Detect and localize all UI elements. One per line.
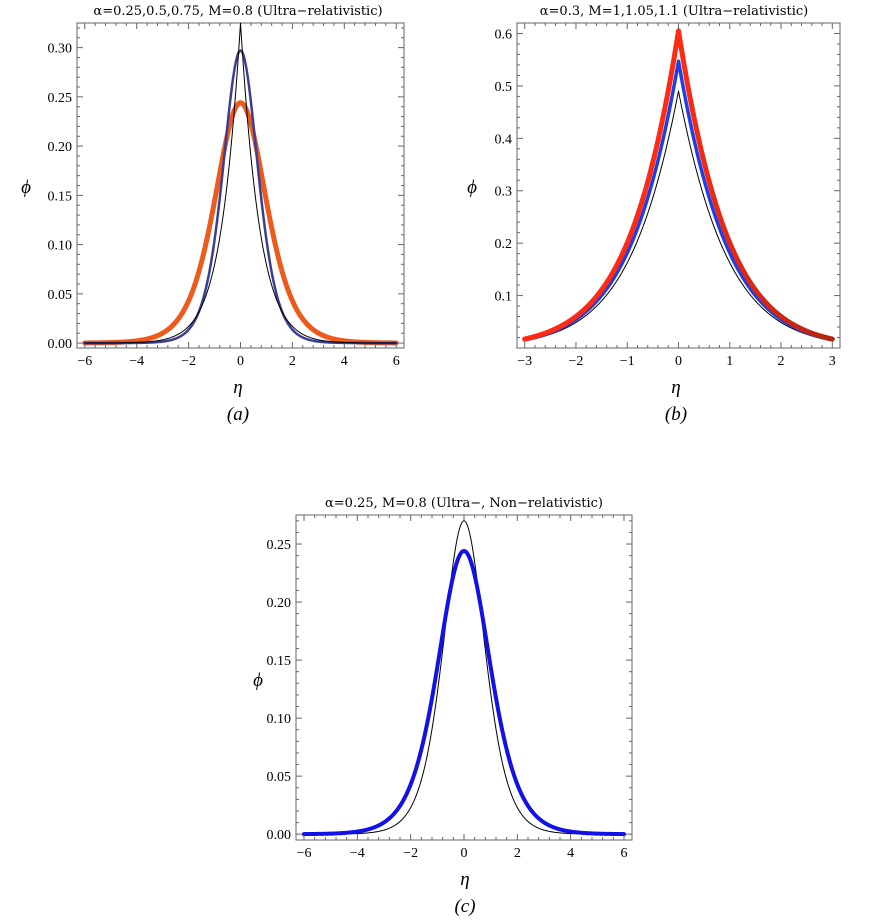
chart-title-b: α=0.3, M=1,1.05,1.1 (Ultra−relativistic) (540, 4, 808, 19)
plot-frame-c (295, 514, 633, 841)
series-line (522, 28, 835, 342)
y-tick-label: 0.30 (48, 42, 73, 57)
x-axis-label-c: η (460, 869, 469, 890)
series-line (82, 100, 399, 346)
caption-a: (a) (227, 404, 249, 425)
chart-title-a: α=0.25,0.5,0.75, M=0.8 (Ultra−relativist… (93, 4, 382, 19)
y-tick-label: 0.05 (48, 288, 73, 303)
plot-frame-a (76, 22, 405, 349)
x-tick-label: −1 (620, 354, 635, 369)
x-tick-label: −3 (517, 354, 532, 369)
series-line (522, 59, 835, 342)
series-lines-b (522, 28, 835, 342)
y-tick-label: 0.00 (267, 828, 292, 843)
x-tick-label: −4 (129, 354, 144, 369)
y-axis-label-c: ϕ (253, 670, 263, 691)
caption-c: (c) (454, 896, 475, 917)
y-tick-label: 0.20 (48, 140, 73, 155)
y-tick-label: 0.1 (495, 290, 513, 305)
ticks-c: −6 −4 −2 0 2 4 6 0.00 0.05 0.10 0.15 0.20 0.25 (267, 515, 632, 861)
x-tick-label: 2 (514, 846, 521, 861)
y-tick-label: 0.10 (48, 239, 73, 254)
series-line (303, 520, 625, 835)
x-tick-label: 1 (726, 354, 733, 369)
x-tick-label: −6 (77, 354, 92, 369)
series-lines-c (302, 520, 626, 837)
chart-panel-c: α=0.25, M=0.8 (Ultra−, Non−relativistic)… (253, 496, 633, 917)
y-tick-label: 0.25 (267, 538, 292, 553)
x-tick-label: 0 (675, 354, 682, 369)
x-tick-label: 6 (393, 354, 400, 369)
y-tick-label: 0.25 (48, 91, 73, 106)
y-tick-label: 0.3 (495, 185, 513, 200)
series-line (84, 22, 397, 344)
x-tick-label: −2 (569, 354, 584, 369)
x-axis-label-a: η (233, 377, 242, 398)
y-axis-label-b: ϕ (467, 177, 477, 198)
plot-frame-b (516, 22, 841, 349)
x-tick-label: 4 (567, 846, 574, 861)
chart-panel-a: α=0.25,0.5,0.75, M=0.8 (Ultra−relativist… (21, 4, 405, 425)
series-lines-a (82, 22, 399, 346)
y-tick-label: 0.00 (48, 337, 73, 352)
x-axis-label-b: η (671, 377, 680, 398)
y-tick-label: 0.5 (495, 80, 513, 95)
series-line (524, 90, 833, 342)
y-tick-label: 0.05 (267, 770, 292, 785)
chart-title-c: α=0.25, M=0.8 (Ultra−, Non−relativistic) (325, 496, 603, 511)
y-tick-label: 0.10 (267, 712, 292, 727)
chart-panel-b: α=0.3, M=1,1.05,1.1 (Ultra−relativistic)… (467, 4, 841, 425)
x-tick-label: −4 (350, 846, 365, 861)
ticks-a: −6 −4 −2 0 2 4 6 0.00 0.05 0.10 0.15 0.20 0.25 0.30 (48, 23, 404, 369)
y-axis-label-a: ϕ (21, 177, 31, 198)
series-line (83, 49, 398, 345)
caption-b: (b) (665, 404, 687, 425)
y-tick-label: 0.15 (48, 189, 73, 204)
x-tick-label: 3 (829, 354, 836, 369)
ticks-b: −3 −2 −1 0 1 2 3 0.1 0.2 0.3 0.4 0.5 0.6 (495, 22, 840, 369)
y-tick-label: 0.15 (267, 654, 292, 669)
x-tick-label: −2 (181, 354, 196, 369)
x-tick-label: 2 (778, 354, 785, 369)
y-tick-label: 0.6 (495, 27, 513, 42)
x-tick-label: 0 (461, 846, 468, 861)
y-tick-label: 0.4 (495, 132, 513, 147)
y-tick-label: 0.2 (495, 237, 513, 252)
x-tick-label: 4 (341, 354, 348, 369)
x-tick-label: 6 (621, 846, 628, 861)
x-tick-label: 0 (237, 354, 244, 369)
x-tick-label: −6 (297, 846, 312, 861)
x-tick-label: 2 (289, 354, 296, 369)
x-tick-label: −2 (403, 846, 418, 861)
y-tick-label: 0.20 (267, 596, 292, 611)
series-line (302, 548, 626, 837)
